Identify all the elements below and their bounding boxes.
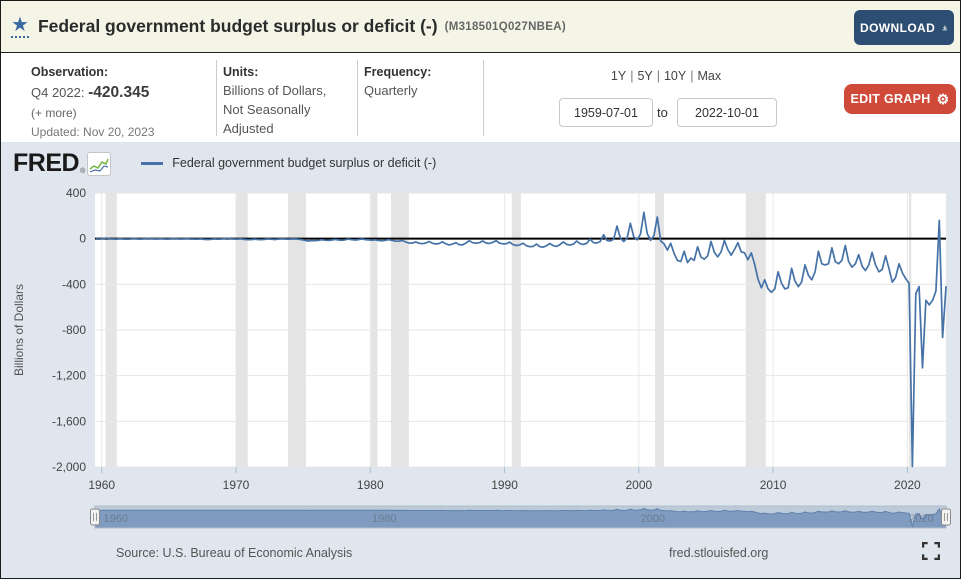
- legend-label: Federal government budget surplus or def…: [172, 156, 437, 170]
- zoom-range-links: 1Y | 5Y | 10Y | Max: [576, 69, 756, 83]
- more-observations-link[interactable]: (+ more): [31, 106, 77, 121]
- chart-area: FRED ® Federal government budget surplus…: [1, 142, 960, 578]
- frequency-value: Quarterly: [364, 82, 418, 98]
- chart-legend: Federal government budget surplus or def…: [141, 156, 436, 170]
- x-tick-label: 2020: [894, 478, 921, 492]
- units-value-line2: Not Seasonally: [223, 101, 311, 117]
- info-bar: Observation: Q4 2022: -420.345 (+ more) …: [1, 54, 960, 142]
- range-5y-link[interactable]: 5Y: [637, 69, 653, 83]
- fred-sparkline-icon: [87, 151, 112, 176]
- x-tick-label: 1990: [491, 478, 518, 492]
- source-attribution: Source: U.S. Bureau of Economic Analysis: [116, 546, 353, 560]
- download-icon: [942, 25, 948, 30]
- range-max-link[interactable]: Max: [697, 69, 722, 83]
- range-separator: |: [630, 69, 634, 83]
- end-date-input[interactable]: [677, 98, 777, 127]
- range-separator: |: [656, 69, 660, 83]
- y-tick-label: -2,000: [52, 460, 86, 474]
- divider: [483, 60, 484, 136]
- range-1y-link[interactable]: 1Y: [610, 69, 627, 83]
- slider-mini-chart: [94, 507, 947, 529]
- slider-tick-label: 1980: [372, 513, 396, 525]
- date-range-to-label: to: [657, 105, 668, 120]
- slider-tick-label: 2000: [641, 513, 665, 525]
- download-button[interactable]: DOWNLOAD: [854, 10, 954, 45]
- y-tick-label: -800: [62, 323, 86, 337]
- fred-logo-link[interactable]: FRED ®: [13, 148, 112, 177]
- x-tick-label: 1980: [357, 478, 384, 492]
- x-tick-label: 1960: [88, 478, 115, 492]
- divider: [357, 60, 358, 136]
- page-title: Federal government budget surplus or def…: [37, 16, 438, 36]
- fred-logo-text: FRED: [13, 148, 80, 177]
- y-tick-label: 400: [66, 186, 86, 200]
- units-label: Units:: [223, 65, 259, 79]
- start-date-input[interactable]: [559, 98, 653, 127]
- observation-value: -420.345: [88, 83, 150, 101]
- units-block: Units: Billions of Dollars, Not Seasonal…: [223, 63, 351, 138]
- observation-block: Observation: Q4 2022: -420.345 (+ more) …: [31, 63, 211, 142]
- observation-label: Observation:: [31, 65, 109, 79]
- chart-header: FRED ® Federal government budget surplus…: [13, 148, 436, 178]
- x-tick-label: 1970: [223, 478, 250, 492]
- y-axis-title: Billions of Dollars: [12, 284, 26, 376]
- y-tick-label: -400: [62, 277, 86, 291]
- units-value-line1: Billions of Dollars,: [223, 82, 327, 98]
- y-tick-label: -1,200: [52, 369, 86, 383]
- edit-graph-label: EDIT GRAPH: [850, 92, 931, 106]
- edit-graph-button[interactable]: EDIT GRAPH ⚙: [844, 84, 956, 114]
- observation-period: Q4 2022:: [31, 84, 85, 100]
- favorite-star-icon[interactable]: ★: [11, 14, 29, 38]
- frequency-label: Frequency:: [364, 65, 432, 79]
- x-tick-label: 2000: [625, 478, 652, 492]
- y-tick-label: 0: [79, 232, 86, 246]
- series-id: (M318501Q027NBEA): [444, 20, 566, 33]
- legend-line-swatch: [141, 161, 164, 165]
- fullscreen-icon[interactable]: [922, 542, 940, 560]
- slider-left-handle[interactable]: [90, 508, 100, 526]
- site-link[interactable]: fred.stlouisfed.org: [669, 546, 769, 560]
- slider-right-handle[interactable]: [941, 508, 951, 526]
- graph-canvas: Billions of Dollars 400 0 -400 -800 -1,200 -1…: [12, 186, 951, 529]
- range-separator: |: [690, 69, 694, 83]
- series-header: ★ Federal government budget surplus or d…: [1, 1, 960, 53]
- slider-tick-label: 1960: [103, 513, 127, 525]
- gear-icon: ⚙: [936, 91, 950, 107]
- slider-selected-range[interactable]: [95, 506, 946, 528]
- slider-tick-label: 2020: [909, 513, 933, 525]
- units-value-line3: Adjusted: [223, 120, 274, 136]
- x-tick-label: 2010: [760, 478, 787, 492]
- registered-mark: ®: [80, 167, 86, 175]
- download-button-label: DOWNLOAD: [860, 20, 936, 35]
- divider: [216, 60, 217, 136]
- frequency-block: Frequency: Quarterly: [364, 63, 476, 101]
- range-10y-link[interactable]: 10Y: [663, 69, 687, 83]
- y-tick-label: -1,600: [52, 414, 86, 428]
- updated-date: Updated: Nov 20, 2023: [31, 125, 155, 140]
- data-line[interactable]: [95, 211, 947, 468]
